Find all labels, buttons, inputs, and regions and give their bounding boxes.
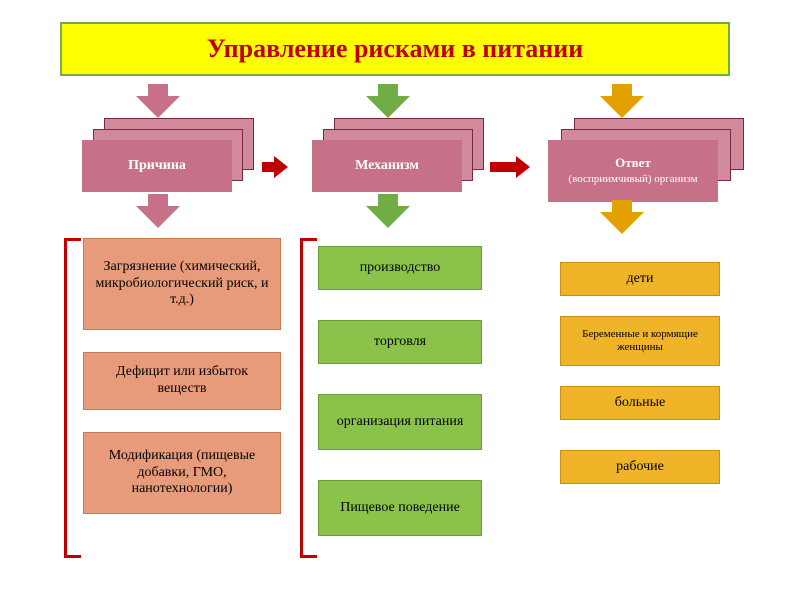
col1-item-2: Модификация (пищевые добавки, ГМО, нанот…: [83, 432, 281, 514]
bracket-col2: [300, 238, 303, 558]
title-bar: Управление рисками в питании: [60, 22, 730, 76]
col2-item-2: организация питания: [318, 394, 482, 450]
col3-item-0: дети: [560, 262, 720, 296]
stack-col3: Ответ (восприимчивый) организм: [548, 118, 748, 188]
bracket-col1: [64, 238, 67, 558]
col2-item-3: Пищевое поведение: [318, 480, 482, 536]
col3-item-3: рабочие: [560, 450, 720, 484]
stack-col1: Причина: [82, 118, 252, 188]
col1-item-1: Дефицит или избыток веществ: [83, 352, 281, 410]
stack-col2-label: Механизм: [355, 158, 419, 174]
stack-col2: Механизм: [312, 118, 482, 188]
title-text: Управление рисками в питании: [207, 34, 584, 64]
stack-col3-label: Ответ (восприимчивый) организм: [568, 156, 697, 186]
col2-item-0: производство: [318, 246, 482, 290]
col2-item-1: торговля: [318, 320, 482, 364]
col3-item-1: Беременные и кормящие женщины: [560, 316, 720, 366]
col3-item-2: больные: [560, 386, 720, 420]
col1-item-0: Загрязнение (химический, микробиологичес…: [83, 238, 281, 330]
stack-col1-label: Причина: [128, 158, 186, 174]
